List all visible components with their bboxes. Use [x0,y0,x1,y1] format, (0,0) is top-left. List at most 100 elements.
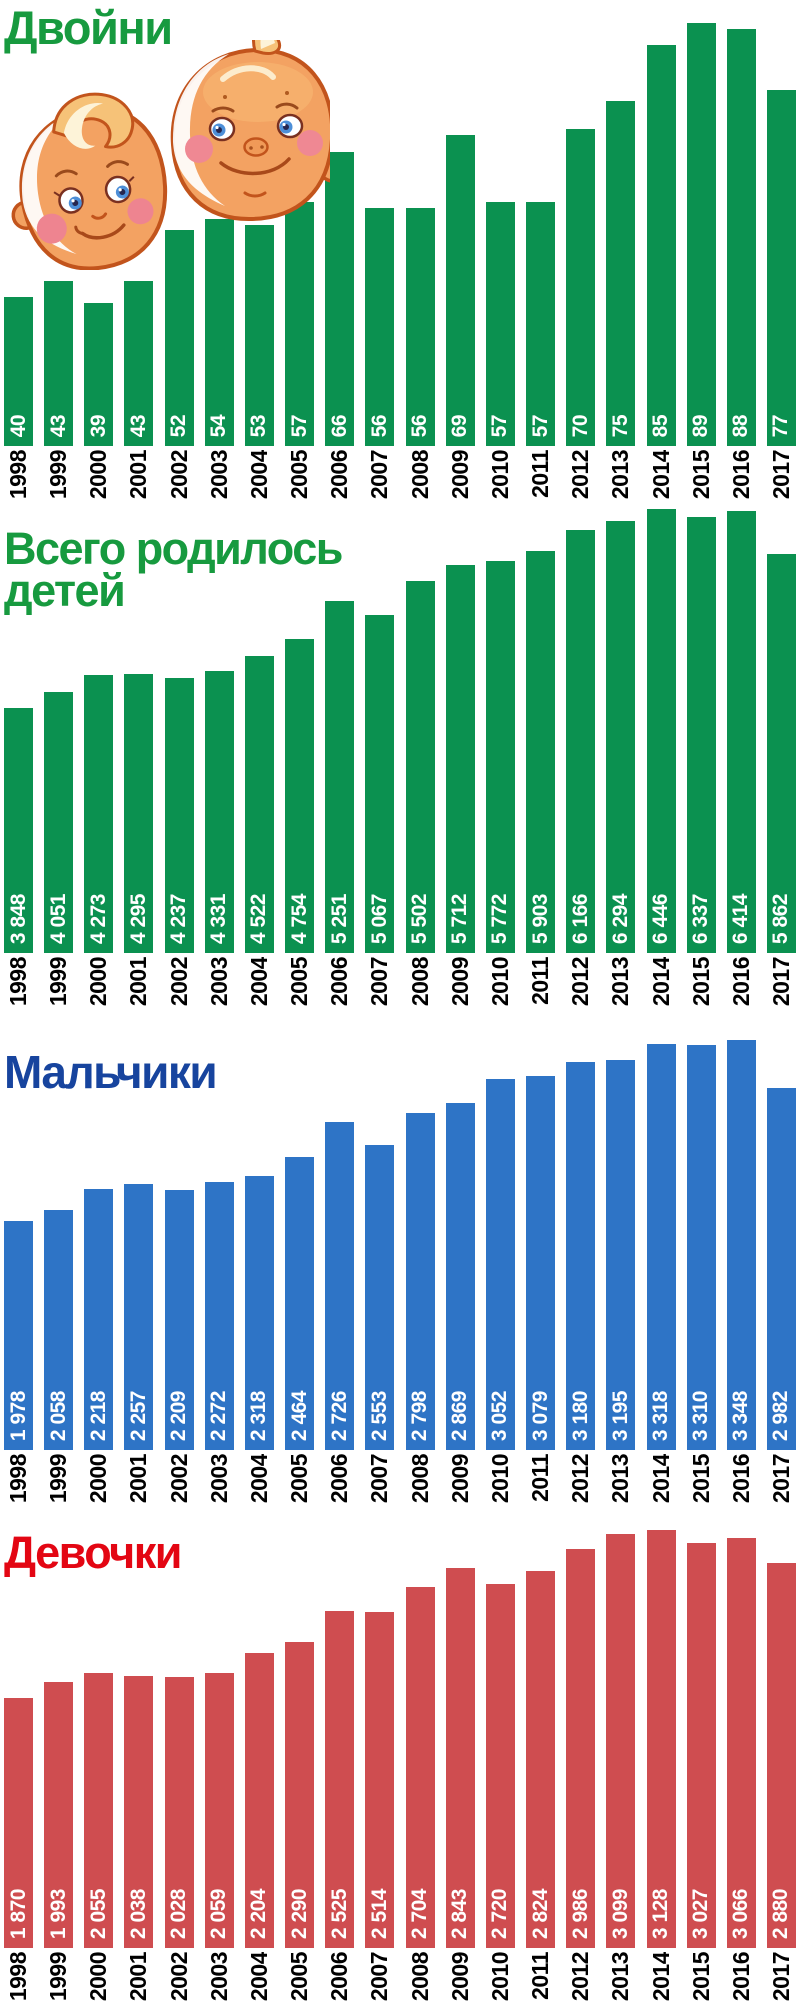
bar-boys-2014: 3 318 [646,1044,676,1450]
year-cell: 2017 [767,957,796,1015]
baby-face-left [11,92,168,270]
bar-value-label: 3 318 [649,1390,672,1441]
bar-total-born-2017: 5 862 [766,554,796,953]
year-label: 2012 [567,450,594,500]
year-cell: 2004 [245,450,274,508]
year-cell: 2015 [687,957,716,1015]
year-label: 1999 [45,957,72,1007]
year-cell: 2011 [526,957,555,1015]
year-cell: 2006 [325,1952,354,2010]
year-label: 2013 [607,957,634,1007]
year-cell: 2014 [647,450,676,508]
year-label: 2002 [165,1454,192,1504]
year-cell: 2005 [285,957,314,1015]
year-cell: 2010 [486,1952,515,2010]
year-cell: 2004 [245,1952,274,2010]
year-label: 2015 [687,957,714,1007]
bar-total-born-2012: 6 166 [566,530,596,953]
year-cell: 2009 [446,957,475,1015]
bar-value-label: 2 843 [448,1888,472,1939]
year-cell: 1999 [44,1952,73,2010]
bar-boys-2012: 3 180 [566,1062,596,1450]
bar-boys-2005: 2 464 [285,1157,315,1450]
year-cell: 2003 [205,1454,234,1512]
bar-value-label: 3 099 [608,1888,632,1939]
girls-plot: 1 870 1 993 2 055 2 038 2 028 2 059 2 204 2 290… [0,1512,800,1948]
bar-total-born-2016: 6 414 [726,511,756,953]
eye-icon [104,175,135,204]
year-cell: 2008 [406,450,435,508]
bar-value-label: 5 067 [367,893,391,944]
year-cell: 2006 [325,1454,354,1512]
bar-girls-2012: 2 986 [566,1549,596,1948]
boys-title-line: Мальчики [4,1046,218,1098]
bar-twins-2000: 39 [84,303,114,446]
year-label: 2016 [727,450,754,500]
year-label: 2006 [326,957,353,1007]
year-cell: 2001 [124,1952,153,2010]
year-cell: 2007 [365,1952,394,2010]
year-label: 2009 [446,1454,473,1504]
bar-value-label: 3 052 [488,1390,512,1441]
year-label: 2013 [607,450,634,500]
bar-twins-2009: 69 [445,135,475,446]
bar-value-label: 2 038 [126,1888,150,1939]
bar-value-label: 2 824 [528,1888,552,1939]
bar-value-label: 6 337 [689,893,713,944]
bar-total-born-2015: 6 337 [686,517,716,953]
bar-twins-2011: 57 [526,202,556,446]
year-label: 2002 [165,450,192,500]
year-label: 1999 [45,450,72,500]
bar-value-label: 5 862 [769,893,793,944]
year-cell: 2006 [325,957,354,1015]
bar-value-label: 43 [126,414,150,437]
twins-title-line: Двойни [4,1,173,54]
year-label: 2000 [85,957,112,1007]
bar-value-label: 2 209 [167,1390,191,1441]
bar-boys-2007: 2 553 [365,1145,395,1450]
bar-girls-1999: 1 993 [44,1682,74,1948]
bar-boys-2015: 3 310 [686,1045,716,1450]
year-label: 2001 [125,1454,152,1504]
bar-girls-2017: 2 880 [766,1563,796,1948]
year-label: 2014 [647,1952,674,2002]
year-cell: 2007 [365,450,394,508]
year-label: 2013 [607,1454,634,1504]
boys-chart-title: Мальчики [4,1046,218,1098]
bar-value-label: 2 058 [46,1390,70,1441]
year-label: 2016 [727,957,754,1007]
year-label: 2014 [647,1454,674,1504]
year-label: 2011 [527,1454,554,1502]
bar-value-label: 3 027 [689,1888,713,1939]
year-label: 1999 [45,1952,72,2002]
total-born-chart-title: Всего родилось детей [4,526,343,614]
section-boys: Мальчики 1 978 2 058 2 218 2 257 2 209 2 272 2… [0,1015,800,1512]
bar-value-label: 39 [86,414,110,437]
year-label: 2001 [125,957,152,1007]
bar-value-label: 5 903 [528,893,552,944]
year-cell: 2013 [606,450,635,508]
year-label: 2004 [245,450,272,500]
bar-value-label: 5 772 [488,893,512,944]
bar-value-label: 5 502 [408,893,432,944]
total-born-plot: 3 848 4 051 4 273 4 295 4 237 4 331 4 522 4 754… [0,508,800,953]
bar-value-label: 3 310 [689,1390,713,1441]
year-label: 2006 [326,1952,353,2002]
year-label: 2015 [687,1952,714,2002]
year-cell: 2002 [165,957,194,1015]
bar-boys-2013: 3 195 [606,1060,636,1450]
year-cell: 2012 [566,957,595,1015]
twins-chart-title: Двойни [4,1,173,54]
year-label: 2001 [125,450,152,500]
bar-total-born-2010: 5 772 [485,561,515,953]
bar-total-born-2011: 5 903 [526,551,556,953]
bar-value-label: 66 [327,414,351,437]
year-label: 2002 [165,957,192,1007]
year-label: 2002 [165,1952,192,2002]
bar-twins-2013: 75 [606,101,636,446]
year-cell: 1998 [4,450,33,508]
bar-boys-2011: 3 079 [526,1076,556,1450]
bar-twins-2003: 54 [204,219,234,446]
bar-value-label: 57 [528,414,552,437]
year-cell: 2014 [647,1454,676,1512]
